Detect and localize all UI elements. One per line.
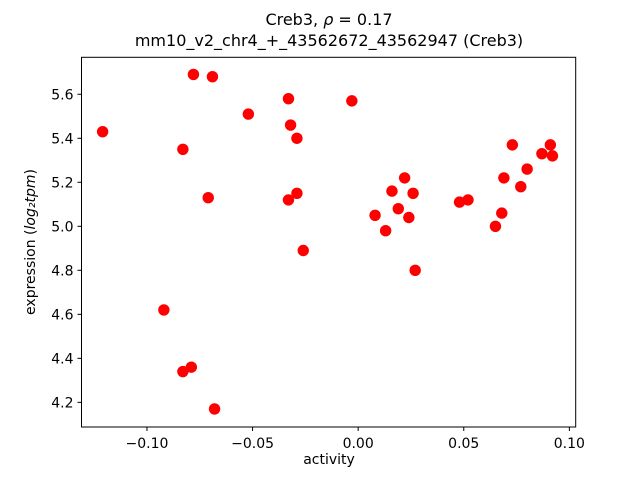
data-point: [96, 125, 109, 138]
x-tick-label: 0.05: [448, 436, 479, 452]
y-tick-label: 4.4: [51, 351, 73, 367]
x-tick-label: 0.00: [343, 436, 374, 452]
y-tick-label: 5.2: [51, 175, 73, 191]
chart-title: Creb3, ρ = 0.17: [82, 9, 576, 30]
data-point: [185, 361, 198, 373]
y-tick-label: 4.2: [51, 395, 73, 411]
data-point: [398, 172, 411, 184]
data-point: [284, 119, 297, 131]
data-point: [407, 187, 419, 199]
data-point: [202, 191, 214, 204]
data-point: [187, 68, 200, 81]
y-axis-label-math: log₂tpm: [23, 174, 39, 230]
chart-title-block: Creb3, ρ = 0.17 mm10_v2_chr4_+_43562672_…: [82, 9, 576, 51]
y-tick-label: 5.4: [51, 131, 73, 147]
y-tick-label: 4.8: [51, 263, 73, 279]
y-axis-label: expression (log₂tpm): [23, 169, 39, 315]
data-point: [403, 211, 415, 224]
data-point: [544, 139, 557, 151]
data-point: [291, 187, 303, 199]
data-point: [462, 194, 474, 206]
data-point: [536, 147, 548, 160]
data-point: [392, 203, 404, 215]
data-point: [489, 220, 502, 233]
data-point: [158, 304, 170, 316]
data-point: [242, 108, 255, 120]
data-point: [282, 92, 295, 105]
y-axis-label-suffix: ): [23, 169, 39, 175]
y-tick-label: 5.6: [51, 87, 73, 103]
chart-title-suffix: = 0.17: [333, 10, 393, 29]
data-point: [346, 95, 358, 107]
data-point: [208, 403, 221, 415]
data-point: [379, 225, 392, 237]
data-point: [506, 139, 519, 151]
data-point: [282, 194, 295, 206]
y-tick-label: 5.0: [51, 219, 73, 235]
chart-subtitle: mm10_v2_chr4_+_43562672_43562947 (Creb3): [134, 31, 524, 50]
data-point: [386, 185, 398, 197]
data-point: [546, 150, 559, 162]
data-point: [496, 207, 508, 219]
data-point: [498, 172, 510, 184]
x-tick-label: 0.10: [554, 436, 585, 452]
y-tick-label: 4.6: [51, 307, 73, 323]
plot-border: [81, 56, 577, 428]
data-point: [206, 70, 219, 83]
data-point: [297, 244, 309, 257]
x-tick-label: −0.05: [231, 436, 274, 452]
data-point: [369, 209, 381, 222]
data-point: [515, 180, 527, 193]
chart-title-rho: ρ: [323, 10, 334, 29]
chart-title-prefix: Creb3,: [265, 10, 324, 29]
y-axis-label-prefix: expression (: [23, 229, 39, 315]
data-point: [177, 143, 189, 155]
data-point: [409, 264, 421, 277]
data-point: [521, 163, 533, 175]
x-tick-label: −0.10: [126, 436, 169, 452]
data-point: [291, 132, 303, 144]
x-axis-label: activity: [303, 452, 355, 468]
data-point: [177, 365, 189, 378]
